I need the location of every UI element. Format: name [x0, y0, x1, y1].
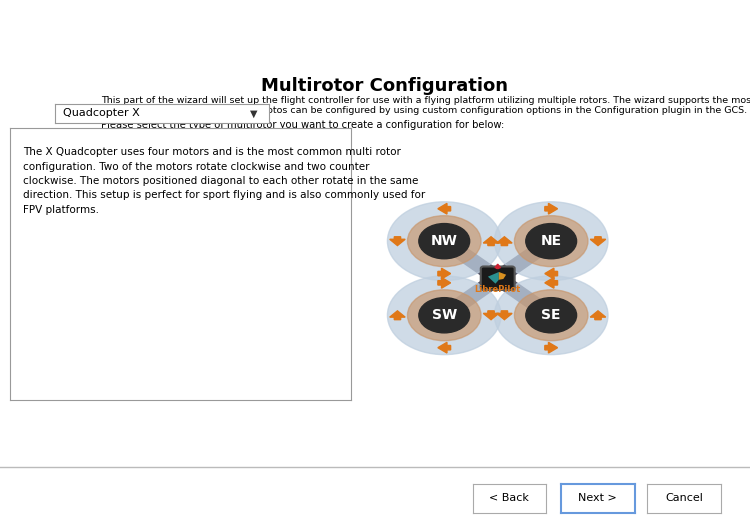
- FancyBboxPatch shape: [481, 267, 514, 290]
- Circle shape: [407, 290, 481, 340]
- Text: LibrePilot: LibrePilot: [475, 285, 520, 294]
- Text: ▼: ▼: [251, 108, 258, 119]
- FancyArrow shape: [483, 237, 499, 246]
- FancyArrow shape: [438, 268, 451, 279]
- FancyArrow shape: [438, 203, 451, 214]
- Circle shape: [388, 202, 501, 280]
- Text: Next >: Next >: [578, 493, 617, 503]
- Circle shape: [526, 223, 577, 259]
- Polygon shape: [499, 272, 506, 280]
- FancyArrow shape: [544, 343, 557, 353]
- Text: < Back: < Back: [489, 493, 530, 503]
- FancyArrow shape: [590, 311, 606, 320]
- Circle shape: [514, 290, 588, 340]
- FancyArrow shape: [438, 343, 451, 353]
- Circle shape: [388, 276, 501, 355]
- FancyArrow shape: [390, 311, 405, 320]
- FancyArrow shape: [544, 278, 557, 288]
- Text: Multirotor Configuration: Multirotor Configuration: [261, 77, 508, 95]
- Text: SW: SW: [431, 308, 457, 322]
- FancyArrow shape: [495, 264, 500, 268]
- Circle shape: [419, 223, 470, 259]
- Circle shape: [407, 215, 481, 267]
- Text: SE: SE: [542, 308, 561, 322]
- FancyArrow shape: [483, 311, 499, 320]
- Circle shape: [514, 215, 588, 267]
- FancyArrow shape: [390, 237, 405, 246]
- FancyArrow shape: [544, 268, 557, 279]
- Text: The X Quadcopter uses four motors and is the most common multi rotor
configurati: The X Quadcopter uses four motors and is…: [23, 147, 426, 215]
- Text: This part of the wizard will set up the flight controller for use with a flying : This part of the wizard will set up the …: [101, 96, 750, 105]
- Text: Please select the type of multirotor you want to create a configuration for belo: Please select the type of multirotor you…: [101, 120, 505, 130]
- Text: Select:: Select:: [101, 136, 140, 146]
- FancyArrow shape: [544, 203, 557, 214]
- Text: NE: NE: [541, 234, 562, 248]
- FancyArrow shape: [496, 237, 512, 246]
- Circle shape: [494, 276, 608, 355]
- Circle shape: [526, 298, 577, 333]
- Text: Cancel: Cancel: [665, 493, 703, 503]
- Text: NW: NW: [430, 234, 457, 248]
- FancyArrow shape: [496, 311, 512, 320]
- Circle shape: [419, 298, 470, 333]
- Polygon shape: [488, 272, 499, 283]
- Text: multirotos. Other variants of multirotos can be configured by using custom confi: multirotos. Other variants of multirotos…: [101, 106, 748, 115]
- FancyArrow shape: [590, 237, 606, 246]
- Text: Quadcopter X: Quadcopter X: [63, 108, 140, 119]
- Circle shape: [494, 202, 608, 280]
- FancyArrow shape: [438, 278, 451, 288]
